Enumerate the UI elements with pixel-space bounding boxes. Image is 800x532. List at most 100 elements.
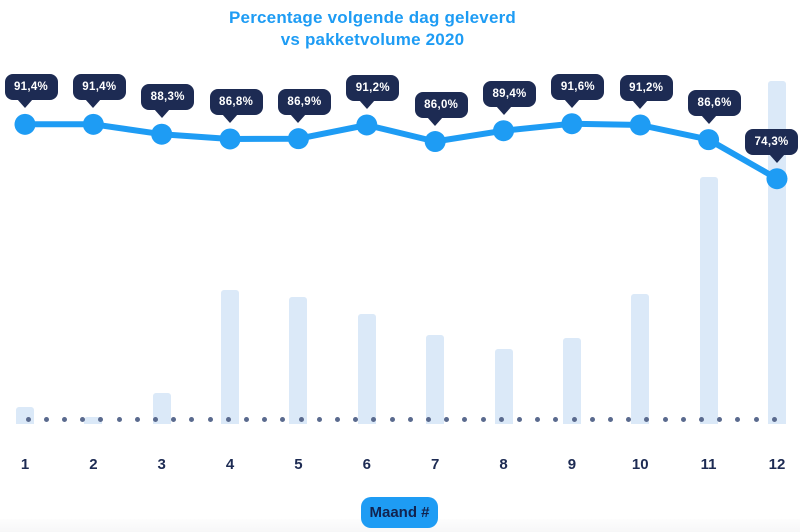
baseline-dot bbox=[753, 417, 759, 422]
baseline-dot bbox=[607, 417, 613, 422]
chart-title: Percentage volgende dag geleverd vs pakk… bbox=[0, 7, 745, 51]
baseline-dot bbox=[134, 417, 140, 422]
baseline-dot bbox=[462, 417, 468, 422]
baseline-dot bbox=[298, 417, 304, 422]
x-tick-label-12: 12 bbox=[768, 456, 786, 473]
baseline-dot bbox=[207, 417, 213, 422]
baseline-dot bbox=[371, 417, 377, 422]
line-marker-month-10 bbox=[629, 114, 651, 136]
value-badge-month-7: 86,0% bbox=[414, 91, 468, 118]
volume-bar-month-11 bbox=[699, 177, 718, 424]
volume-bar-month-1 bbox=[16, 406, 34, 424]
value-badge-month-5: 86,9% bbox=[277, 88, 331, 115]
value-badge-tail bbox=[495, 105, 512, 115]
baseline-dot bbox=[516, 417, 522, 422]
x-tick-label-4: 4 bbox=[225, 456, 235, 473]
chart-title-line2: vs pakketvolume 2020 bbox=[280, 30, 465, 49]
line-marker-month-7 bbox=[424, 131, 446, 153]
volume-bar-month-5 bbox=[289, 297, 308, 424]
baseline-dot bbox=[98, 417, 104, 422]
value-badge-month-6: 91,2% bbox=[346, 74, 400, 101]
value-badge-month-8: 89,4% bbox=[483, 80, 537, 107]
baseline-dot bbox=[61, 417, 67, 422]
baseline-dot bbox=[553, 417, 559, 422]
volume-bar-month-4 bbox=[221, 290, 240, 424]
x-tick-label-6: 6 bbox=[362, 456, 371, 473]
x-tick-label-10: 10 bbox=[631, 456, 649, 473]
x-tick-label-2: 2 bbox=[89, 456, 98, 473]
baseline-dot bbox=[589, 417, 595, 422]
x-tick-label-7: 7 bbox=[430, 456, 440, 473]
baseline-dot bbox=[644, 417, 650, 422]
baseline-dot bbox=[698, 417, 704, 422]
baseline-dot bbox=[425, 417, 431, 422]
volume-bar-month-3 bbox=[152, 393, 171, 424]
value-badge-tail bbox=[222, 113, 239, 123]
percentage-line bbox=[22, 120, 780, 182]
x-tick-label-8: 8 bbox=[499, 456, 508, 473]
x-tick-label-9: 9 bbox=[567, 456, 577, 473]
baseline-dot bbox=[480, 417, 486, 422]
value-badge-month-3: 88,3% bbox=[141, 84, 195, 111]
value-badge-tail bbox=[427, 116, 444, 126]
line-marker-month-3 bbox=[151, 123, 173, 145]
line-marker-month-6 bbox=[356, 114, 378, 136]
baseline-dot bbox=[626, 417, 632, 422]
value-badge-month-4: 86,8% bbox=[209, 88, 263, 115]
value-badge-tail bbox=[358, 99, 375, 109]
baseline-dot bbox=[535, 417, 541, 422]
volume-bar-month-8 bbox=[494, 348, 513, 424]
volume-bar-month-10 bbox=[631, 293, 650, 424]
baseline-dot bbox=[243, 417, 249, 422]
value-badge-month-12: 74,3% bbox=[745, 128, 798, 155]
x-tick-label-1: 1 bbox=[20, 456, 30, 473]
x-axis-title-pill: Maand # bbox=[361, 497, 438, 528]
volume-bar-month-6 bbox=[357, 314, 376, 424]
x-tick-label-5: 5 bbox=[294, 456, 303, 473]
volume-bar-month-7 bbox=[426, 334, 445, 424]
baseline-dot bbox=[735, 417, 741, 422]
baseline-dot bbox=[280, 417, 286, 422]
baseline-dot bbox=[171, 417, 177, 422]
baseline-dot bbox=[662, 417, 668, 422]
baseline-dot bbox=[225, 417, 231, 422]
line-marker-month-2 bbox=[82, 113, 104, 135]
baseline-dot bbox=[262, 417, 268, 422]
x-tick-label-11: 11 bbox=[700, 456, 717, 473]
x-tick-label-3: 3 bbox=[157, 456, 166, 473]
line-marker-month-5 bbox=[287, 128, 309, 150]
baseline-dot bbox=[189, 417, 195, 422]
baseline-dot bbox=[25, 417, 31, 422]
line-marker-month-4 bbox=[219, 128, 241, 150]
value-badge-tail bbox=[85, 99, 102, 109]
baseline-dot bbox=[389, 417, 395, 422]
baseline-dot bbox=[316, 417, 322, 422]
value-badge-month-1: 91,4% bbox=[4, 74, 58, 101]
value-badge-tail bbox=[290, 113, 307, 123]
value-badge-month-9: 91,6% bbox=[551, 73, 605, 100]
line-marker-month-9 bbox=[561, 113, 583, 135]
value-badge-tail bbox=[563, 98, 580, 108]
value-badge-tail bbox=[153, 109, 170, 119]
baseline-dot bbox=[334, 417, 340, 422]
baseline-dot bbox=[407, 417, 413, 422]
value-badge-month-2: 91,4% bbox=[72, 74, 126, 101]
baseline-dot bbox=[43, 417, 49, 422]
baseline-dot bbox=[771, 417, 777, 422]
chart-title-line1: Percentage volgende dag geleverd bbox=[229, 8, 516, 27]
value-badge-month-10: 91,2% bbox=[619, 74, 673, 101]
baseline-dot bbox=[498, 417, 504, 422]
value-badge-tail bbox=[632, 99, 649, 109]
line-marker-month-1 bbox=[14, 113, 36, 135]
baseline-dot bbox=[152, 417, 158, 422]
baseline-dot bbox=[116, 417, 122, 422]
value-badge-month-11: 86,6% bbox=[688, 89, 742, 116]
volume-bar-month-2 bbox=[84, 417, 103, 424]
baseline-dot bbox=[353, 417, 359, 422]
x-axis-title-label: Maand # bbox=[369, 504, 430, 521]
volume-bar-month-9 bbox=[562, 338, 581, 424]
baseline-dot bbox=[680, 417, 686, 422]
baseline-dot bbox=[717, 417, 723, 422]
value-badge-tail bbox=[700, 114, 717, 124]
